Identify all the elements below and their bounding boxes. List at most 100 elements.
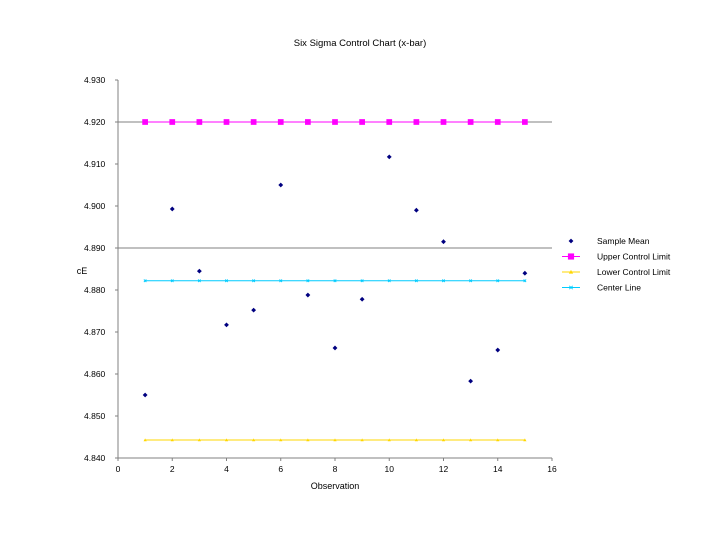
center-line-point-stroke: [143, 279, 147, 283]
lower-control-limit-point: [170, 438, 174, 442]
center-line-point: [279, 279, 283, 283]
series-center-line: [143, 279, 527, 283]
lower-control-limit-point: [279, 438, 283, 442]
center-line-point-stroke: [279, 279, 283, 283]
series-lower-control-limit: [143, 438, 527, 442]
sample-mean-point: [386, 154, 392, 160]
sample-mean-point: [224, 322, 229, 328]
sample-mean-point: [468, 378, 474, 384]
upper-control-limit-point: [169, 119, 176, 125]
sample-mean-point: [142, 392, 148, 398]
legend-marker-stroke: [569, 285, 573, 290]
y-axis-title: cE: [77, 266, 88, 276]
x-tick-label: 2: [170, 464, 175, 474]
sample-mean-point: [413, 207, 419, 213]
plot-series: [142, 119, 528, 442]
center-line-point-stroke: [333, 279, 337, 283]
series-sample-mean: [142, 154, 528, 398]
x-tick-label: 0: [116, 464, 121, 474]
upper-control-limit-point: [250, 119, 257, 125]
upper-control-limit-point: [494, 119, 501, 125]
y-tick-label: 4.910: [84, 159, 106, 169]
center-line-point: [197, 279, 201, 283]
center-line-point: [143, 279, 147, 283]
legend-label: Center Line: [597, 283, 641, 293]
upper-control-limit-point: [467, 119, 474, 125]
y-ticks: 4.840 4.850 4.860 4.870 4.880 4.890 4.900 4.910…: [84, 75, 118, 463]
sample-mean-point: [305, 292, 311, 298]
center-line-point-stroke: [469, 279, 473, 283]
sample-mean-point: [278, 182, 284, 188]
legend-item-center-line: Center Line: [562, 283, 641, 293]
legend-item-lower-control-limit: Lower Control Limit: [562, 267, 671, 277]
legend-label: Upper Control Limit: [597, 252, 671, 262]
lower-control-limit-point: [360, 438, 364, 442]
lower-control-limit-point: [523, 438, 527, 442]
center-line-point: [414, 279, 418, 283]
upper-control-limit-point: [386, 119, 393, 125]
center-line-point: [170, 279, 174, 283]
center-line-point-stroke: [387, 279, 391, 283]
center-line-point: [224, 279, 229, 283]
y-tick-label: 4.900: [84, 201, 106, 211]
sample-mean-point: [359, 296, 365, 302]
center-line-point-stroke: [414, 279, 418, 283]
legend-marker: [568, 238, 574, 244]
upper-control-limit-point: [142, 119, 148, 125]
x-tick-label: 6: [278, 464, 283, 474]
upper-control-limit-point: [196, 119, 203, 125]
sample-mean-point: [522, 270, 528, 276]
lower-control-limit-point: [306, 438, 310, 442]
lower-control-limit-point: [387, 438, 391, 442]
upper-control-limit-point: [332, 119, 338, 125]
lower-control-limit-point: [197, 438, 201, 442]
center-line-point-stroke: [197, 279, 201, 283]
center-line-point: [252, 279, 256, 283]
x-tick-label: 14: [493, 464, 503, 474]
legend: Sample Mean Upper Control Limit Lower Cont…: [562, 236, 671, 293]
legend-item-upper-control-limit: Upper Control Limit: [562, 252, 671, 262]
legend-marker: [568, 269, 574, 274]
x-axis-title: Observation: [311, 481, 360, 491]
center-line-point: [360, 279, 364, 283]
center-line-point: [441, 279, 446, 283]
center-line-point: [306, 279, 310, 283]
x-tick-label: 12: [439, 464, 449, 474]
legend-item-sample-mean: Sample Mean: [568, 236, 650, 246]
center-line-point: [469, 279, 473, 283]
lower-control-limit-point: [143, 438, 147, 442]
center-line-point-stroke: [224, 279, 229, 283]
y-tick-label: 4.860: [84, 369, 106, 379]
upper-control-limit-point: [359, 119, 365, 125]
center-line-point-stroke: [306, 279, 310, 283]
y-tick-label: 4.840: [84, 453, 106, 463]
center-line-point-stroke: [360, 279, 364, 283]
center-line-point: [387, 279, 391, 283]
sample-mean-point: [251, 307, 257, 313]
sample-mean-point: [495, 347, 501, 353]
y-tick-label: 4.930: [84, 75, 106, 85]
x-ticks: 0 2 4 6 8 10 12 14 16: [116, 458, 557, 474]
x-tick-label: 10: [385, 464, 395, 474]
center-line-point-stroke: [441, 279, 446, 283]
y-tick-label: 4.890: [84, 243, 106, 253]
sample-mean-point: [441, 239, 446, 245]
legend-marker: [569, 285, 573, 290]
y-tick-label: 4.870: [84, 327, 106, 337]
y-tick-label: 4.850: [84, 411, 106, 421]
upper-control-limit-point: [277, 119, 284, 125]
upper-control-limit-point: [522, 119, 528, 125]
sample-mean-point: [332, 345, 338, 351]
sample-mean-point: [196, 268, 202, 274]
sample-mean-point: [169, 206, 175, 212]
legend-label: Lower Control Limit: [597, 267, 671, 277]
center-line-point: [523, 279, 527, 283]
lower-control-limit-point: [252, 438, 256, 442]
x-tick-label: 8: [333, 464, 338, 474]
center-line-point: [496, 279, 500, 283]
center-line-point: [333, 279, 337, 283]
lower-control-limit-point: [469, 438, 473, 442]
series-upper-control-limit: [142, 119, 528, 125]
lower-control-limit-point: [224, 438, 229, 442]
